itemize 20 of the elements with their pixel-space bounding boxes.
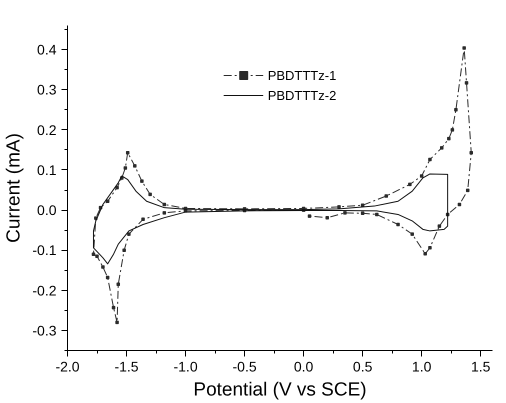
y-tick-label: -0.3 (32, 322, 57, 338)
y-tick-label: -0.2 (32, 282, 57, 298)
x-tick-label: -2.0 (55, 358, 80, 374)
y-tick-label: 0.4 (37, 42, 57, 58)
y-tick-label: 0.1 (37, 162, 57, 178)
x-axis-title: Potential (V vs SCE) (193, 380, 367, 400)
legend-label: PBDTTTz-2 (268, 88, 336, 102)
legend-label: PBDTTTz-1 (268, 68, 336, 82)
x-tick-label: 1.0 (412, 358, 432, 374)
x-tick-label: 0.5 (352, 358, 373, 374)
y-axis-title: Current (mA) (3, 133, 24, 243)
x-tick-label: -0.5 (232, 358, 257, 374)
y-tick-label: 0.3 (37, 82, 57, 98)
x-tick-label: -1.5 (114, 358, 139, 374)
x-tick-label: 0.0 (294, 358, 314, 374)
x-tick-label: 1.5 (470, 358, 491, 374)
y-tick-label: 0.0 (37, 202, 57, 218)
x-tick-label: -1.0 (173, 358, 198, 374)
y-tick-label: -0.1 (32, 242, 57, 258)
y-tick-label: 0.2 (37, 122, 57, 138)
